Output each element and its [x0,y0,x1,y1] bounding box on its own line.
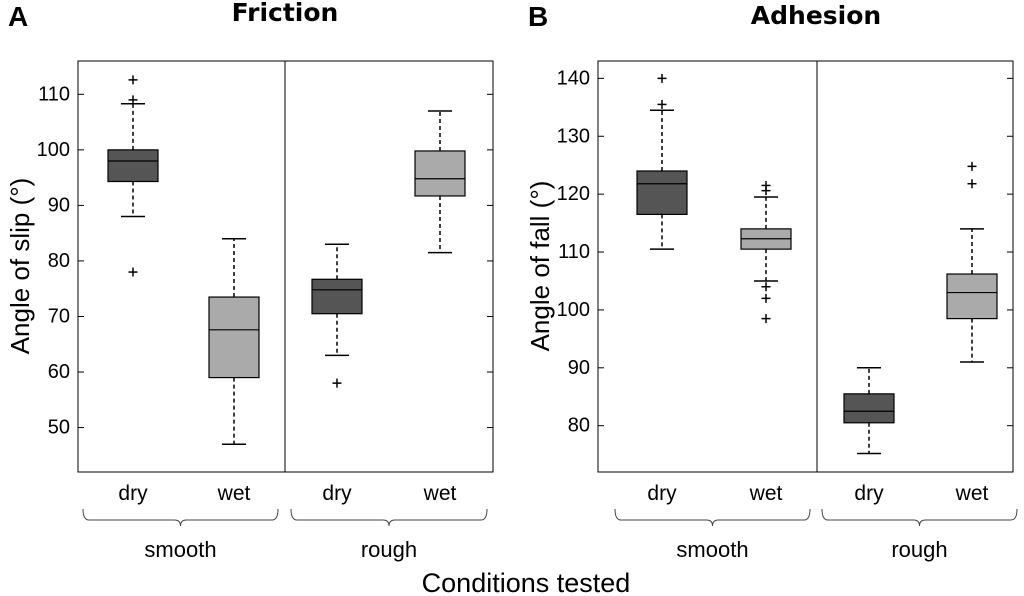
figure-x-axis-label: Conditions tested [422,568,631,596]
y-axis-label: Angle of slip (°) [5,178,35,355]
box-rough-wet [946,161,998,363]
outlier-marker [128,75,138,85]
plot-frame [597,60,1014,473]
outlier-marker [761,314,771,324]
outlier-marker [128,95,138,105]
outlier-marker [332,378,342,388]
panel-friction: A Friction Angle of slip (°) 50 60 70 80 90 100 1… [5,0,494,562]
group-bracket [821,508,1018,527]
x-category-label: dry [854,482,884,505]
box-smooth-dry [636,73,688,250]
box-rough-wet [414,110,466,254]
box-smooth-wet [740,180,792,324]
group-bracket [614,508,811,527]
y-axis-label: Angle of fall (°) [525,181,555,352]
outlier-marker [128,267,138,277]
panel-letter: B [528,1,548,32]
panel-letter: A [8,1,28,32]
box-iqr [636,170,688,216]
group-bracket [82,508,279,527]
y-tick-label: 130 [557,125,590,147]
x-category-label: dry [647,482,677,505]
outlier-marker [761,293,771,303]
x-category-label: wet [955,482,989,505]
box-iqr [208,296,260,379]
box-rough-dry [843,367,895,455]
outlier-marker [967,161,977,171]
y-tick-label: 80 [568,415,590,437]
box-iqr [107,149,159,183]
group-label: rough [361,537,417,562]
y-tick-label: 100 [37,139,70,161]
y-tick-label: 120 [557,183,590,205]
y-tick-label: 90 [568,357,590,379]
chart-title: Friction [232,0,339,27]
y-tick-label: 50 [48,417,70,439]
x-category-label: dry [118,482,148,505]
box-smooth-wet [208,237,260,445]
panel-adhesion: B Adhesion Angle of fall (°) 80 90 100 110 120 1… [525,1,1018,562]
box-iqr [946,273,998,320]
y-tick-label: 60 [48,361,70,383]
outlier-marker [761,282,771,292]
box-iqr [311,278,363,315]
box-iqr [843,393,895,424]
y-tick-label: 100 [557,299,590,321]
box-rough-dry [311,243,363,388]
outlier-marker [657,99,667,109]
y-tick-label: 80 [48,250,70,272]
chart-title: Adhesion [751,1,881,30]
box-iqr [414,150,466,197]
y-tick-label: 110 [558,241,590,263]
group-label: rough [891,537,947,562]
outlier-marker [967,179,977,189]
y-tick-label: 110 [38,83,70,105]
x-category-label: wet [423,482,457,505]
outlier-marker [657,73,667,83]
group-bracket [290,508,488,527]
x-category-label: wet [217,482,251,505]
y-tick-label: 70 [48,305,70,327]
x-category-label: wet [749,482,783,505]
group-label: smooth [676,537,748,562]
outlier-marker [761,180,771,190]
box-smooth-dry [107,75,159,277]
group-label: smooth [144,537,216,562]
y-tick-label: 90 [48,194,70,216]
x-category-label: dry [322,482,352,505]
y-tick-label: 140 [557,67,590,89]
